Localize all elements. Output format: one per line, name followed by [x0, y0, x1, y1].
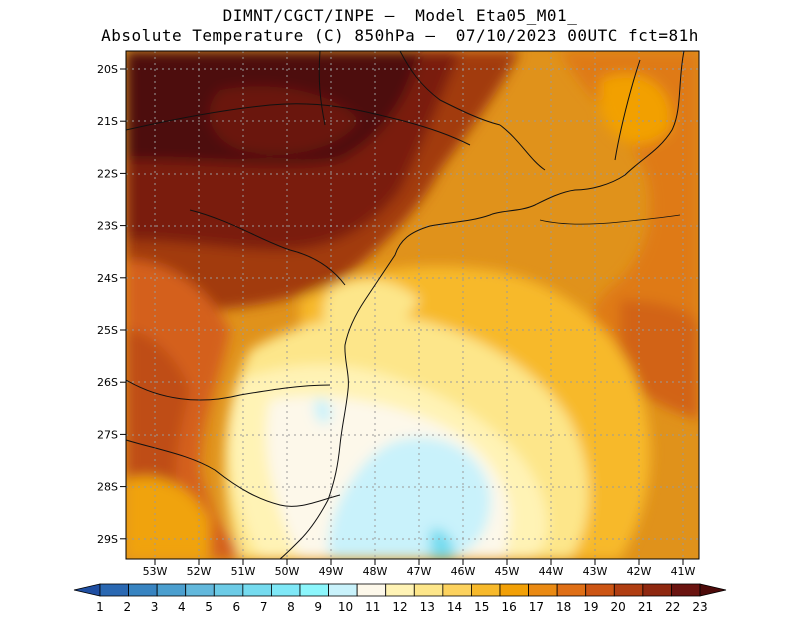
colorbar-label: 15 [474, 600, 489, 614]
lon-label: 53W [143, 565, 168, 578]
colorbar-label: 10 [338, 600, 353, 614]
colorbar-swatch [471, 583, 501, 597]
lat-label: 22S [97, 167, 118, 180]
colorbar-swatch [413, 583, 444, 597]
map-frame [125, 50, 700, 560]
colorbar-arrow-low [73, 583, 101, 597]
title-line-2: Absolute Temperature (C) 850hPa – 07/10/… [101, 26, 699, 45]
colorbar-swatch [242, 583, 272, 597]
colorbar-swatch [442, 583, 472, 597]
colorbar-swatch [185, 583, 215, 597]
temperature-field [126, 51, 699, 559]
colorbar-arrow-high [699, 583, 727, 597]
colorbar-label: 6 [233, 600, 241, 614]
colorbar-swatch [328, 583, 358, 597]
colorbar-label: 18 [556, 600, 571, 614]
lon-label: 43W [583, 565, 608, 578]
colorbar-label: 9 [314, 600, 322, 614]
colorbar-label: 16 [501, 600, 516, 614]
colorbar-swatch [556, 583, 587, 597]
lat-label: 23S [97, 220, 118, 233]
colorbar-swatch [671, 583, 701, 597]
colorbar-swatch [613, 583, 644, 597]
colorbar-swatch [356, 583, 387, 597]
lat-label: 27S [97, 428, 118, 441]
lon-label: 41W [671, 565, 696, 578]
colorbar-label: 4 [178, 600, 186, 614]
lat-label: 20S [97, 63, 118, 76]
title-line-1: DIMNT/CGCT/INPE – Model Eta05_M01_ [222, 6, 578, 25]
colorbar-swatch [528, 583, 558, 597]
lon-label: 42W [627, 565, 652, 578]
colorbar-label: 8 [287, 600, 295, 614]
colorbar-label: 12 [392, 600, 407, 614]
colorbar-swatch [213, 583, 244, 597]
colorbar-label: 2 [123, 600, 131, 614]
lat-label: 24S [97, 272, 118, 285]
colorbar-label: 1 [96, 600, 104, 614]
colorbar-swatch [385, 583, 415, 597]
lon-label: 50W [275, 565, 300, 578]
longitude-labels: 53W 52W 51W 50W 49W 48W 47W 46W 45W 44W 43W 42W 41W [143, 559, 696, 578]
colorbar-swatch [128, 583, 158, 597]
colorbar-label: 14 [447, 600, 462, 614]
colorbar-label: 3 [151, 600, 159, 614]
colorbar: 1 2 3 4 5 6 7 8 9 10 11 12 13 14 15 16 17 18 19 20 21 22 23 [73, 583, 727, 614]
lat-label: 29S [97, 533, 118, 546]
lat-label: 26S [97, 376, 118, 389]
lon-label: 52W [187, 565, 212, 578]
lon-label: 47W [407, 565, 432, 578]
lat-label: 25S [97, 324, 118, 337]
colorbar-label: 13 [420, 600, 435, 614]
colorbar-label: 20 [611, 600, 626, 614]
colorbar-label: 23 [692, 600, 707, 614]
colorbar-label: 21 [638, 600, 653, 614]
colorbar-label: 7 [260, 600, 268, 614]
colorbar-label: 19 [583, 600, 598, 614]
lat-label: 21S [97, 115, 118, 128]
colorbar-label: 11 [365, 600, 380, 614]
coastline-and-borders [126, 51, 685, 559]
lon-label: 45W [495, 565, 520, 578]
lon-label: 46W [451, 565, 476, 578]
lon-label: 51W [231, 565, 256, 578]
colorbar-label: 17 [529, 600, 544, 614]
colorbar-swatch [499, 583, 529, 597]
colorbar-label: 5 [205, 600, 213, 614]
colorbar-swatch [585, 583, 615, 597]
colorbar-swatch [642, 583, 672, 597]
graticule [126, 51, 699, 559]
lon-label: 44W [539, 565, 564, 578]
colorbar-swatch [99, 583, 129, 597]
lon-label: 49W [319, 565, 344, 578]
colorbar-swatch [156, 583, 187, 597]
colorbar-swatch [299, 583, 329, 597]
colorbar-swatch [271, 583, 301, 597]
lon-label: 48W [363, 565, 388, 578]
latitude-labels: 20S 21S 22S 23S 24S 25S 26S 27S 28S 29S [97, 63, 126, 546]
colorbar-label: 22 [665, 600, 680, 614]
lat-label: 28S [97, 481, 118, 494]
